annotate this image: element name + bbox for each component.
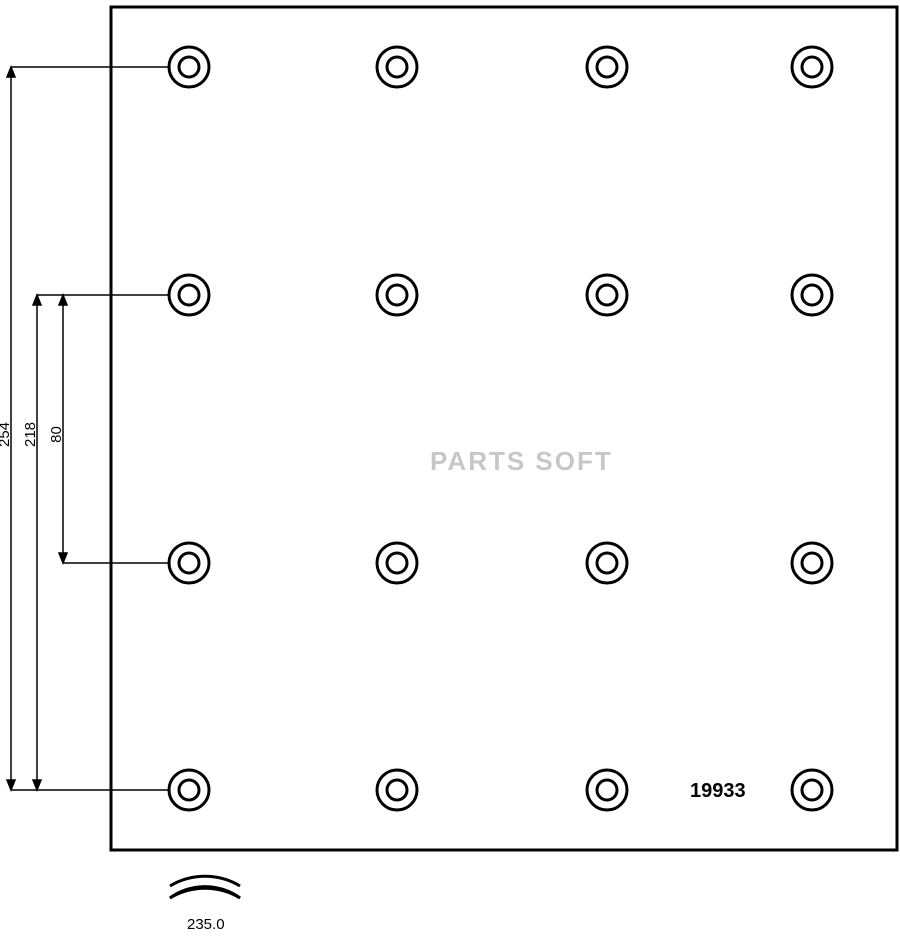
dim-label-218: 218 [22, 422, 39, 447]
hole [377, 770, 417, 810]
hole [169, 47, 209, 87]
arc-symbol [170, 876, 240, 898]
hole [792, 275, 832, 315]
hole [587, 770, 627, 810]
diagram-canvas: 254 218 80 19933 PARTS SOFT 235.0 [0, 0, 900, 937]
arc-dimension-label: 235.0 [187, 916, 225, 933]
hole [792, 770, 832, 810]
hole [587, 543, 627, 583]
hole [169, 543, 209, 583]
dim-label-80: 80 [48, 426, 65, 443]
hole [377, 275, 417, 315]
plate-outline [111, 7, 897, 850]
hole [377, 47, 417, 87]
watermark-text: PARTS SOFT [430, 446, 613, 477]
hole [377, 543, 417, 583]
part-number-label: 19933 [690, 780, 746, 803]
holes-grid [169, 47, 832, 810]
dim-label-254: 254 [0, 422, 13, 447]
hole [169, 275, 209, 315]
hole [587, 275, 627, 315]
hole [169, 770, 209, 810]
hole [792, 47, 832, 87]
hole [587, 47, 627, 87]
hole [792, 543, 832, 583]
